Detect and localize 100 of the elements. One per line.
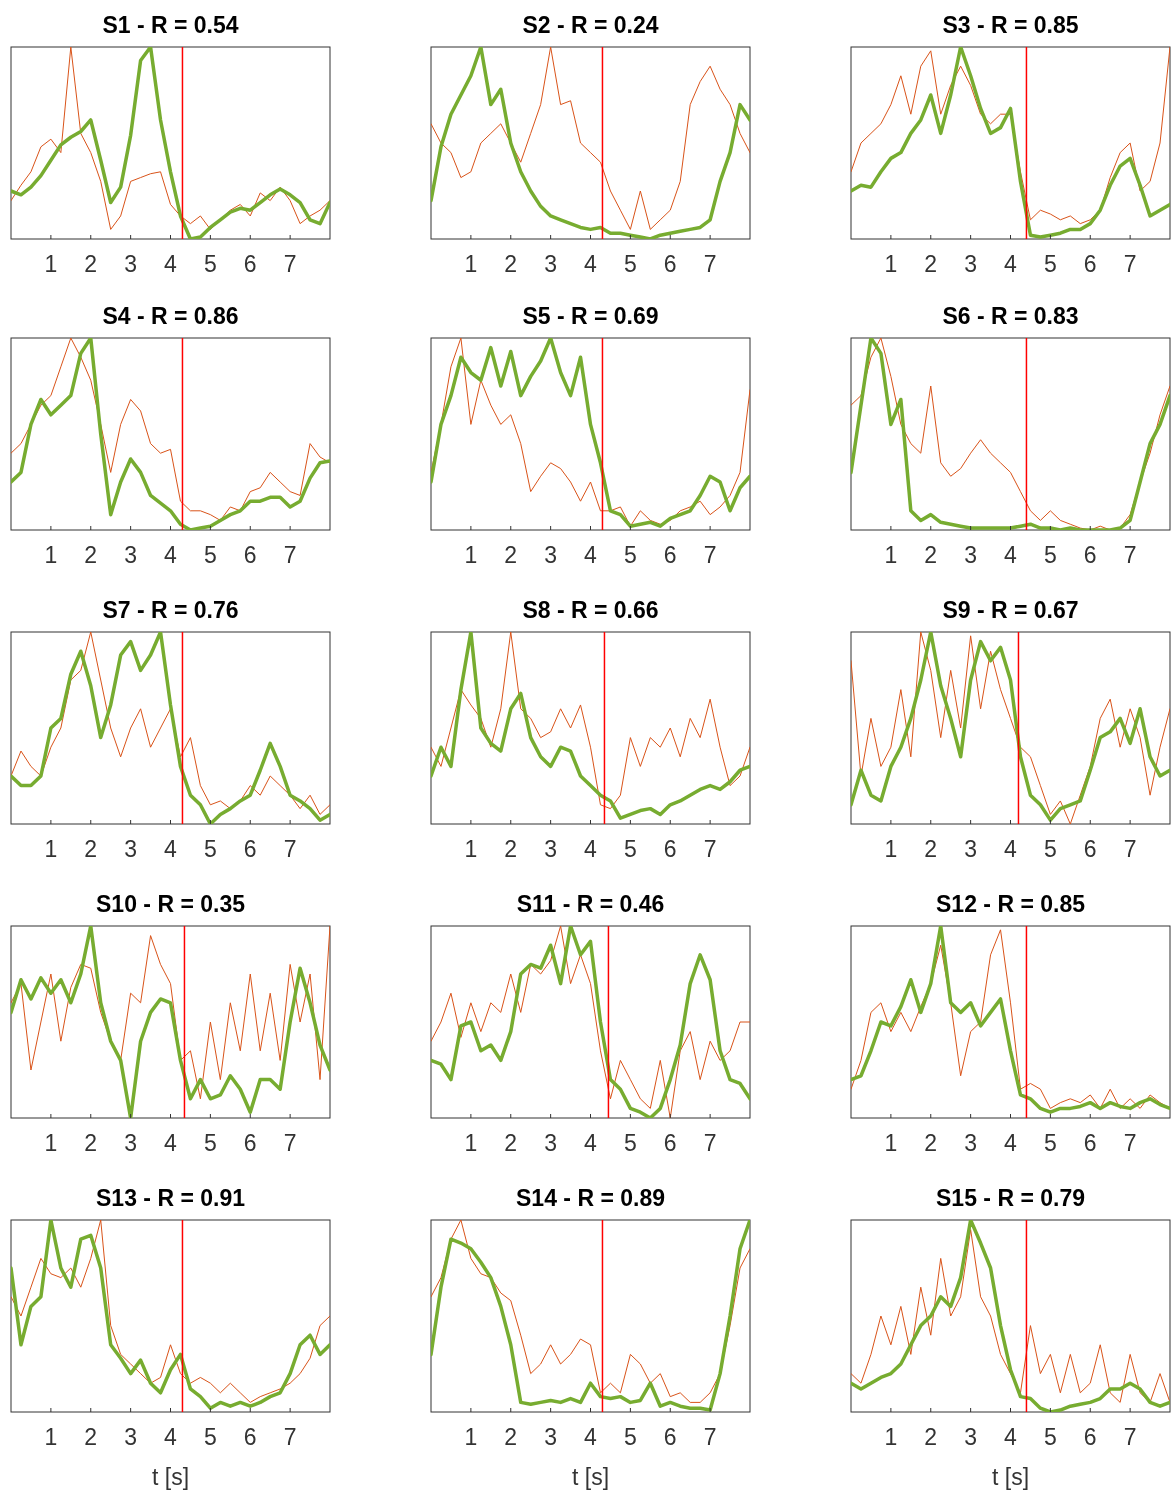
x-tick-label: 2 — [504, 836, 518, 862]
x-tick-label: 6 — [663, 251, 677, 277]
x-tick-label: 2 — [924, 542, 938, 568]
chart-title: S1 - R = 0.54 — [102, 12, 239, 38]
x-tick-label: 2 — [84, 1130, 98, 1156]
x-tick-label: 3 — [964, 1130, 978, 1156]
x-tick-label: 3 — [544, 836, 558, 862]
x-tick-label: 4 — [584, 1424, 598, 1450]
x-tick-label: 4 — [1004, 1130, 1018, 1156]
x-tick-label: 3 — [124, 1130, 138, 1156]
x-tick-label: 4 — [1004, 836, 1018, 862]
x-tick-label: 1 — [44, 1424, 58, 1450]
x-tick-label: 6 — [243, 836, 257, 862]
x-tick-label: 2 — [924, 1130, 938, 1156]
x-tick-label: 1 — [464, 1130, 478, 1156]
x-tick-label: 4 — [164, 1424, 178, 1450]
x-tick-label: 7 — [703, 1130, 717, 1156]
x-tick-label: 5 — [203, 1130, 217, 1156]
chart-title: S12 - R = 0.85 — [936, 891, 1086, 917]
x-tick-label: 6 — [663, 1130, 677, 1156]
x-tick-label: 6 — [1083, 1424, 1097, 1450]
x-tick-label: 5 — [1043, 1424, 1057, 1450]
x-tick-label: 6 — [243, 1130, 257, 1156]
x-tick-label: 7 — [283, 1424, 297, 1450]
x-tick-label: 7 — [1123, 1130, 1137, 1156]
x-axis-title: t [s] — [991, 1464, 1030, 1490]
x-tick-label: 2 — [924, 251, 938, 277]
x-tick-label: 4 — [584, 251, 598, 277]
x-tick-label: 1 — [44, 1130, 58, 1156]
x-tick-label: 4 — [1004, 251, 1018, 277]
x-tick-label: 3 — [544, 542, 558, 568]
x-tick-label: 7 — [703, 251, 717, 277]
x-tick-label: 1 — [884, 1424, 898, 1450]
x-tick-label: 3 — [544, 1130, 558, 1156]
x-tick-label: 2 — [504, 542, 518, 568]
x-tick-label: 7 — [1123, 836, 1137, 862]
x-tick-label: 1 — [884, 542, 898, 568]
x-tick-label: 1 — [44, 251, 58, 277]
x-tick-label: 1 — [884, 1130, 898, 1156]
x-tick-label: 6 — [1083, 1130, 1097, 1156]
x-tick-label: 5 — [1043, 1130, 1057, 1156]
chart-title: S5 - R = 0.69 — [522, 303, 659, 329]
x-tick-label: 7 — [1123, 251, 1137, 277]
x-tick-label: 5 — [203, 251, 217, 277]
chart-title: S9 - R = 0.67 — [942, 597, 1079, 623]
x-tick-label: 4 — [164, 836, 178, 862]
chart-title: S14 - R = 0.89 — [516, 1185, 665, 1211]
x-tick-label: 6 — [1083, 542, 1097, 568]
x-tick-label: 3 — [964, 542, 978, 568]
x-tick-label: 4 — [584, 836, 598, 862]
x-tick-label: 1 — [884, 836, 898, 862]
x-tick-label: 2 — [504, 1130, 518, 1156]
x-tick-label: 7 — [283, 542, 297, 568]
chart-title: S4 - R = 0.86 — [102, 303, 239, 329]
x-tick-label: 7 — [703, 1424, 717, 1450]
x-tick-label: 7 — [1123, 542, 1137, 568]
x-tick-label: 7 — [703, 836, 717, 862]
x-tick-label: 6 — [663, 836, 677, 862]
x-tick-label: 4 — [584, 1130, 598, 1156]
x-tick-label: 4 — [164, 542, 178, 568]
x-tick-label: 3 — [964, 836, 978, 862]
x-tick-label: 4 — [584, 542, 598, 568]
x-tick-label: 1 — [464, 251, 478, 277]
x-tick-label: 3 — [124, 836, 138, 862]
x-tick-label: 3 — [124, 542, 138, 568]
x-tick-label: 3 — [544, 251, 558, 277]
x-tick-label: 7 — [283, 836, 297, 862]
x-tick-label: 2 — [504, 1424, 518, 1450]
x-tick-label: 7 — [703, 542, 717, 568]
x-tick-label: 5 — [623, 836, 637, 862]
x-tick-label: 6 — [243, 542, 257, 568]
x-tick-label: 5 — [623, 1424, 637, 1450]
chart-title: S6 - R = 0.83 — [942, 303, 1079, 329]
chart-title: S7 - R = 0.76 — [102, 597, 239, 623]
x-tick-label: 4 — [164, 251, 178, 277]
chart-title: S11 - R = 0.46 — [516, 891, 665, 917]
x-tick-label: 5 — [1043, 251, 1057, 277]
x-tick-label: 1 — [464, 1424, 478, 1450]
chart-title: S3 - R = 0.85 — [942, 12, 1079, 38]
x-tick-label: 6 — [243, 1424, 257, 1450]
x-tick-label: 3 — [544, 1424, 558, 1450]
x-tick-label: 6 — [663, 1424, 677, 1450]
x-tick-label: 1 — [884, 251, 898, 277]
x-tick-label: 4 — [1004, 1424, 1018, 1450]
x-tick-label: 1 — [44, 836, 58, 862]
x-tick-label: 5 — [203, 836, 217, 862]
chart-title: S10 - R = 0.35 — [96, 891, 246, 917]
x-tick-label: 4 — [164, 1130, 178, 1156]
x-axis-title: t [s] — [571, 1464, 610, 1490]
x-tick-label: 5 — [623, 251, 637, 277]
x-tick-label: 2 — [84, 1424, 98, 1450]
x-axis-title: t [s] — [151, 1464, 190, 1490]
x-tick-label: 2 — [504, 251, 518, 277]
x-tick-label: 3 — [124, 251, 138, 277]
x-tick-label: 3 — [124, 1424, 138, 1450]
chart-title: S8 - R = 0.66 — [522, 597, 659, 623]
x-tick-label: 7 — [1123, 1424, 1137, 1450]
x-tick-label: 2 — [84, 251, 98, 277]
x-tick-label: 7 — [283, 1130, 297, 1156]
x-tick-label: 1 — [44, 542, 58, 568]
